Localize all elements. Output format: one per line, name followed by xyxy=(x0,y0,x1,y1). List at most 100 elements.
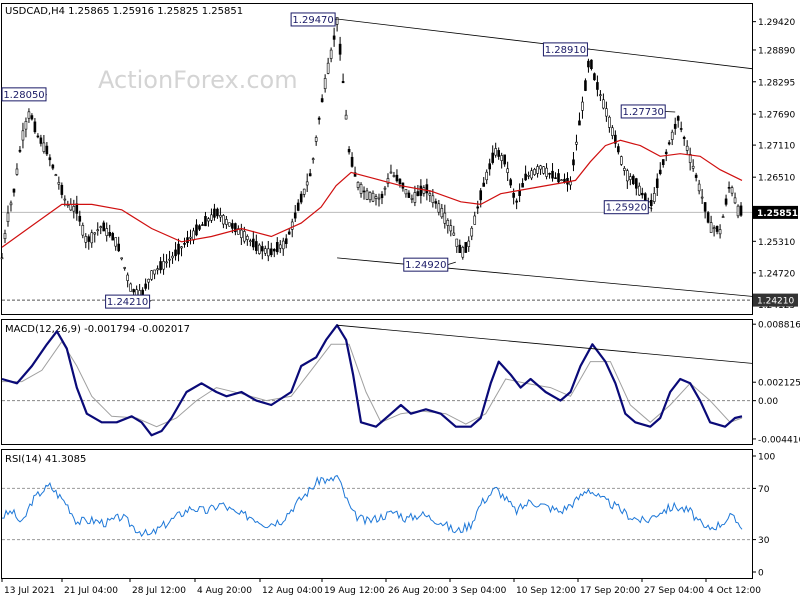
candle-body xyxy=(491,152,494,163)
candle-body xyxy=(500,155,503,161)
annotation-label: 1.25920 xyxy=(606,203,647,214)
annotation-label: 1.28050 xyxy=(3,90,44,101)
candle-body xyxy=(667,142,671,145)
candle-body xyxy=(599,94,602,96)
candle-body xyxy=(308,173,312,177)
support-price-box xyxy=(753,293,798,307)
candle-body xyxy=(673,123,677,129)
annotation-connector xyxy=(665,111,676,113)
price-tick-label: 1.27110 xyxy=(758,142,795,152)
candle-body xyxy=(120,257,123,260)
candle-body xyxy=(51,164,55,169)
candle-body xyxy=(9,202,13,206)
candle-body xyxy=(293,212,297,219)
candle-body xyxy=(703,202,707,212)
candle-body xyxy=(147,278,150,283)
candle-body xyxy=(476,206,480,209)
candle-body xyxy=(162,261,165,270)
candle-body xyxy=(320,98,324,103)
candle-body xyxy=(593,73,596,81)
candle-body xyxy=(246,236,249,240)
candle-body xyxy=(287,231,291,235)
candle-body xyxy=(533,169,536,175)
candle-body xyxy=(195,224,198,236)
candle-body xyxy=(706,212,710,223)
candle-body xyxy=(201,224,204,226)
candle-body xyxy=(652,193,656,202)
candle-body xyxy=(464,242,468,253)
candle-body xyxy=(443,212,447,224)
candle-body xyxy=(542,166,545,174)
candle-body xyxy=(572,159,575,166)
candle-body xyxy=(278,244,282,249)
candle-body xyxy=(290,221,294,230)
candle-body xyxy=(171,255,174,259)
candle-body xyxy=(658,169,662,175)
annotation-box xyxy=(542,42,588,57)
candle-body xyxy=(581,101,584,111)
macd-tick-label: -0.004416 xyxy=(758,435,800,445)
candle-body xyxy=(718,229,722,235)
time-tick-label: 3 Sep 04:00 xyxy=(452,586,507,596)
annotation-label: 1.29470 xyxy=(292,15,333,26)
candle-body xyxy=(42,142,46,152)
candle-body xyxy=(518,190,521,196)
candle-body xyxy=(524,173,527,181)
macd-trendline xyxy=(337,324,753,364)
candle-body xyxy=(655,178,659,188)
candle-body xyxy=(144,283,147,289)
candle-body xyxy=(521,183,524,188)
candle-body xyxy=(449,225,453,232)
candle-body xyxy=(123,267,126,269)
macd-tick-label: 0.002125 xyxy=(758,379,800,389)
candle-body xyxy=(99,226,103,228)
candle-body xyxy=(281,240,285,250)
candle-body xyxy=(425,184,429,194)
candle-body xyxy=(554,177,557,179)
candle-body xyxy=(3,233,7,240)
candle-body xyxy=(108,232,112,236)
candle-body xyxy=(153,269,156,275)
candle-body xyxy=(563,178,566,183)
candle-body xyxy=(434,201,438,204)
candle-body xyxy=(78,215,82,222)
candle-body xyxy=(219,215,222,218)
candle-body xyxy=(33,121,37,133)
candle-body xyxy=(626,170,629,182)
candle-body xyxy=(30,115,34,120)
candle-body xyxy=(57,182,61,185)
rsi-line xyxy=(2,474,743,538)
candle-body xyxy=(455,238,459,247)
rsi-panel xyxy=(1,449,753,579)
candle-body xyxy=(198,225,201,230)
annotation-label: 1.28910 xyxy=(545,45,586,56)
time-tick-label: 21 Jul 04:00 xyxy=(64,586,118,596)
candle-body xyxy=(305,181,309,186)
candle-body xyxy=(225,219,228,225)
macd-main-line xyxy=(1,324,743,437)
rsi-tick-label: 30 xyxy=(758,536,770,546)
candle-body xyxy=(266,248,270,257)
candle-body xyxy=(272,249,276,252)
candle-body xyxy=(470,227,474,237)
candle-body xyxy=(437,203,441,213)
candle-body xyxy=(536,166,539,174)
candle-body xyxy=(317,117,321,120)
candle-body xyxy=(222,215,225,225)
price-tick-label: 1.24720 xyxy=(758,269,795,279)
candle-body xyxy=(335,17,339,25)
candle-body xyxy=(129,283,132,292)
candle-body xyxy=(132,289,135,293)
candle-body xyxy=(54,174,58,176)
candle-body xyxy=(539,165,542,170)
candle-body xyxy=(736,205,740,217)
candle-body xyxy=(156,268,159,271)
time-tick-label: 17 Sep 20:00 xyxy=(580,586,640,596)
candle-body xyxy=(189,236,192,239)
candle-body xyxy=(452,232,456,236)
candle-body xyxy=(688,154,692,163)
candle-body xyxy=(168,258,171,261)
candle-body xyxy=(682,137,686,139)
candle-body xyxy=(69,204,73,211)
